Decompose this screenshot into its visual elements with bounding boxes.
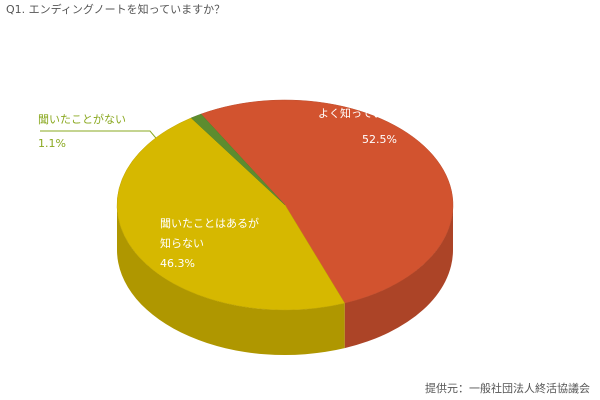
chart-title: Q1. エンディングノートを知っていますか？ [6, 2, 225, 16]
slice-label: 聞いたことはあるが 知らない [160, 217, 259, 250]
slice-label: 聞いたことがない [38, 113, 126, 126]
tops [116, 99, 454, 311]
sides [117, 205, 453, 355]
slice [190, 113, 286, 206]
value-label: 1.1% [38, 137, 66, 150]
slice-label: よく知っている [318, 107, 395, 120]
source: 提供元：一般社団法人終活協議会 [425, 381, 590, 395]
slice [200, 99, 454, 304]
value-label: 52.5% [362, 133, 397, 146]
slice-side [117, 205, 345, 355]
value-label: 46.3% [160, 257, 195, 270]
slice [116, 117, 346, 311]
slice-side [344, 205, 453, 349]
